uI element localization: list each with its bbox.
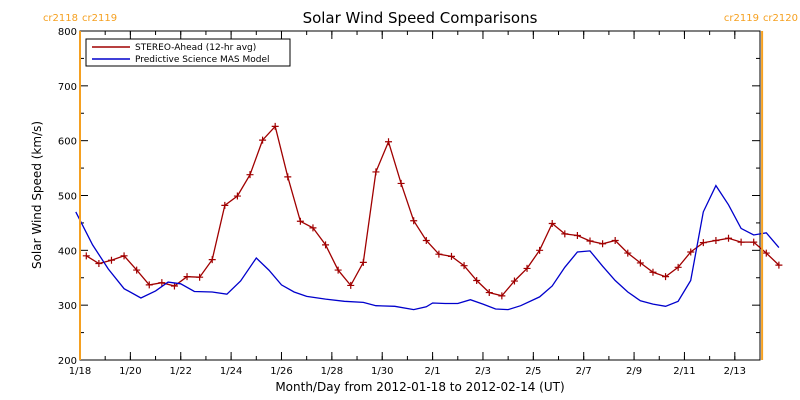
rotation-label: cr2119: [82, 13, 117, 24]
data-point: [208, 256, 216, 264]
data-point: [649, 268, 657, 276]
data-point: [322, 241, 330, 249]
data-point: [586, 237, 594, 245]
data-point: [573, 232, 581, 240]
y-tick-label: 800: [58, 27, 77, 38]
x-tick-label: 2/5: [525, 366, 541, 377]
series-line-1: [75, 184, 780, 311]
plot-border: [79, 30, 761, 361]
x-tick-label: 2/3: [475, 366, 491, 377]
series-line-0: [85, 125, 780, 297]
data-point: [599, 240, 607, 248]
x-tick-label: 1/18: [69, 366, 91, 377]
series-layer: [75, 122, 783, 311]
data-point: [422, 236, 430, 244]
data-point: [561, 230, 569, 238]
data-point: [385, 138, 393, 146]
y-tick-label: 300: [58, 301, 77, 312]
data-point: [372, 168, 380, 176]
data-point: [473, 276, 481, 284]
legend-label-mas-model: Predictive Science MAS Model: [135, 55, 270, 65]
data-point: [309, 224, 317, 232]
data-point: [284, 173, 292, 181]
x-tick-label: 1/30: [371, 366, 393, 377]
data-point: [674, 263, 682, 271]
data-point: [636, 259, 644, 267]
data-point: [775, 261, 783, 269]
data-point: [183, 273, 191, 281]
data-point: [624, 249, 632, 257]
data-point: [107, 256, 115, 264]
data-point: [611, 236, 619, 244]
x-axis-label: Month/Day from 2012-01-18 to 2012-02-14 …: [275, 380, 564, 394]
data-point: [762, 249, 770, 257]
data-point: [246, 171, 254, 179]
data-point: [687, 248, 695, 256]
data-point: [95, 259, 103, 267]
x-tick-label: 1/20: [119, 366, 141, 377]
data-point: [737, 238, 745, 246]
data-point: [510, 277, 518, 285]
x-tick-label: 1/28: [321, 366, 343, 377]
x-tick-label: 2/7: [576, 366, 592, 377]
data-point: [359, 258, 367, 266]
data-point: [498, 292, 506, 300]
x-tick-label: 1/22: [170, 366, 192, 377]
data-point: [296, 217, 304, 225]
data-point: [221, 201, 229, 209]
data-point: [233, 192, 241, 200]
rotation-label: cr2119: [724, 13, 759, 24]
x-tick-label: 2/11: [673, 366, 695, 377]
data-point: [536, 246, 544, 254]
data-point: [750, 238, 758, 246]
x-tick-label: 1/26: [270, 366, 292, 377]
data-point: [485, 289, 493, 297]
rotation-label: cr2118: [43, 13, 78, 24]
data-point: [158, 279, 166, 287]
data-point: [397, 179, 405, 187]
data-point: [662, 273, 670, 281]
data-point: [145, 281, 153, 289]
data-point: [120, 252, 128, 260]
data-point: [725, 234, 733, 242]
data-point: [523, 264, 531, 272]
y-tick-label: 700: [58, 82, 77, 93]
y-tick-label: 600: [58, 137, 77, 148]
y-axis-label: Solar Wind Speed (km/s): [30, 121, 44, 269]
legend: STEREO-Ahead (12-hr avg) Predictive Scie…: [85, 38, 291, 67]
data-point: [548, 219, 556, 227]
x-axis: 1/18 1/20 1/22 1/24 1/26 1/28 1/30 2/1 2/3 2/5 2/7…: [69, 31, 761, 377]
x-tick-label: 2/1: [425, 366, 441, 377]
data-point: [410, 217, 418, 225]
legend-box: [85, 38, 291, 67]
chart-title: Solar Wind Speed Comparisons: [303, 9, 538, 27]
plot-frame: [79, 30, 761, 361]
data-point: [259, 136, 267, 144]
x-tick-label: 2/13: [724, 366, 746, 377]
legend-label-stereo: STEREO-Ahead (12-hr avg): [135, 43, 256, 53]
data-point: [447, 252, 455, 260]
data-point: [435, 250, 443, 258]
data-point: [699, 239, 707, 247]
data-point: [271, 122, 279, 130]
data-point: [170, 282, 178, 290]
data-point: [712, 236, 720, 244]
y-axis: 200 300 400 500 600 700 800: [58, 27, 760, 367]
rotation-label: cr2120: [763, 13, 798, 24]
data-point: [347, 281, 355, 289]
y-tick-label: 400: [58, 246, 77, 257]
data-point: [334, 266, 342, 274]
data-point: [82, 252, 90, 260]
data-point: [133, 266, 141, 274]
rotation-markers: cr2118 cr2119 cr2119 cr2120: [43, 13, 798, 360]
data-point: [196, 273, 204, 281]
data-point: [460, 262, 468, 270]
y-tick-label: 200: [58, 356, 77, 367]
x-tick-label: 1/24: [220, 366, 242, 377]
y-tick-label: 500: [58, 192, 77, 203]
x-tick-label: 2/9: [626, 366, 642, 377]
